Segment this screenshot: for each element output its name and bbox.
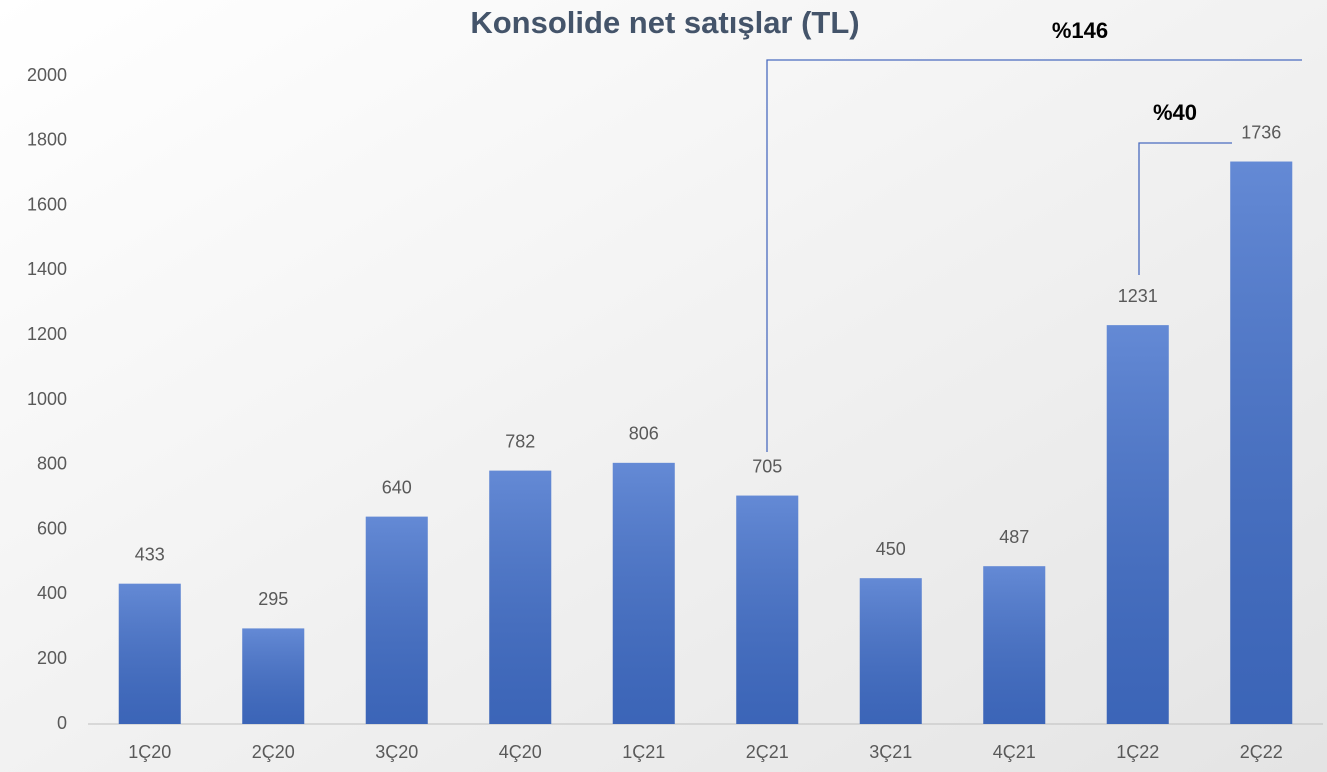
bar-shade (489, 470, 552, 724)
data-label: 806 (629, 424, 659, 444)
x-tick-label: 3Ç20 (375, 742, 418, 762)
bracket (1138, 142, 1232, 275)
y-tick-label: 800 (37, 454, 67, 474)
x-tick-label: 1Ç21 (622, 742, 665, 762)
x-tick-label: 2Ç20 (252, 742, 295, 762)
bar-shade (736, 495, 799, 724)
y-tick-label: 1400 (27, 259, 67, 279)
chart-title: Konsolide net satışlar (TL) (470, 5, 859, 40)
data-label: 705 (752, 456, 782, 476)
data-label: 1736 (1241, 122, 1281, 142)
x-tick-label: 2Ç21 (746, 742, 789, 762)
y-tick-label: 2000 (27, 65, 67, 85)
bar-shade (1230, 161, 1293, 724)
x-tick-label: 1Ç22 (1116, 742, 1159, 762)
annotation: %146 (1052, 18, 1108, 43)
y-tick-label: 0 (57, 713, 67, 733)
x-tick-label: 4Ç20 (499, 742, 542, 762)
y-tick-label: 400 (37, 583, 67, 603)
data-label: 295 (258, 589, 288, 609)
annotation: %40 (1153, 100, 1197, 125)
data-label: 640 (382, 477, 412, 497)
data-label: 433 (135, 544, 165, 564)
bar-shade (118, 583, 181, 724)
bar-shade (1106, 325, 1169, 724)
x-tick-label: 4Ç21 (993, 742, 1036, 762)
bar-shade (242, 628, 305, 724)
data-label: 487 (999, 527, 1029, 547)
y-tick-label: 1200 (27, 324, 67, 344)
bar-shade (612, 462, 675, 724)
data-label: 1231 (1118, 286, 1158, 306)
bar-shade (365, 516, 428, 724)
x-tick-label: 3Ç21 (869, 742, 912, 762)
y-tick-label: 200 (37, 648, 67, 668)
x-tick-label: 1Ç20 (128, 742, 171, 762)
y-tick-label: 1600 (27, 194, 67, 214)
bar-shade (983, 566, 1046, 724)
x-tick-label: 2Ç22 (1240, 742, 1283, 762)
bar-shade (859, 578, 922, 724)
y-tick-label: 1800 (27, 130, 67, 150)
y-tick-label: 600 (37, 518, 67, 538)
y-tick-label: 1000 (27, 389, 67, 409)
data-label: 450 (876, 539, 906, 559)
bracket (766, 59, 1302, 452)
data-label: 782 (505, 431, 535, 451)
